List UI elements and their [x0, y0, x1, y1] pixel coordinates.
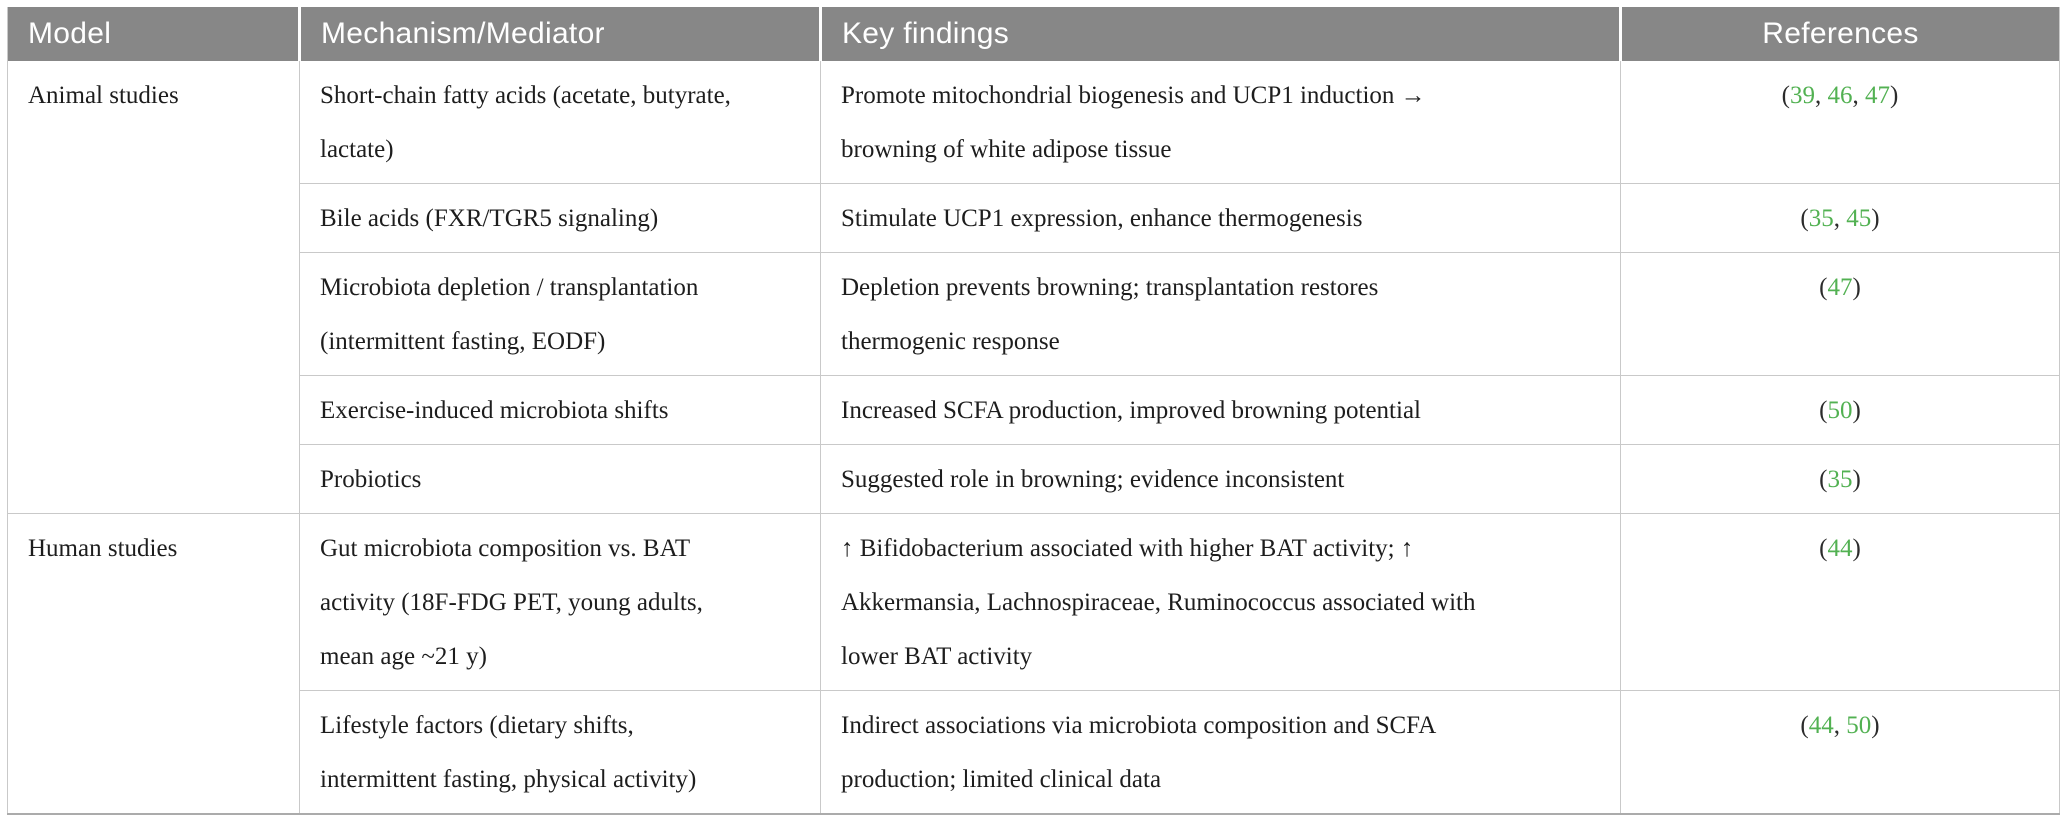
table-header: Model Mechanism/Mediator Key findings Re…: [7, 7, 2060, 61]
table-row: Animal studies Short-chain fatty acids (…: [7, 61, 2060, 514]
reference-punctuation: (: [1781, 82, 1790, 109]
mechanism-cell: Bile acids (FXR/TGR5 signaling): [299, 183, 821, 253]
reference-citation-link[interactable]: 35: [1808, 205, 1834, 232]
reference-punctuation: ): [1852, 535, 1861, 562]
reference-punctuation: ): [1852, 274, 1861, 301]
header-row: Model Mechanism/Mediator Key findings Re…: [7, 7, 2060, 61]
reference-citation-link[interactable]: 44: [1827, 535, 1853, 562]
study-summary-table-container: Model Mechanism/Mediator Key findings Re…: [7, 7, 2060, 815]
findings-cell: Promote mitochondrial biogenesis and UCP…: [820, 61, 1621, 184]
table-row: Microbiota depletion / transplantation (…: [8, 252, 2060, 376]
reference-citation-link[interactable]: 47: [1827, 274, 1853, 301]
table-row: Lifestyle factors (dietary shifts, inter…: [8, 690, 2060, 815]
reference-punctuation: ): [1890, 82, 1899, 109]
reference-punctuation: ): [1852, 466, 1861, 493]
column-header-model: Model: [7, 7, 300, 61]
reference-citation-link[interactable]: 50: [1827, 397, 1853, 424]
reference-punctuation: ): [1852, 397, 1861, 424]
findings-cell: Suggested role in browning; evidence inc…: [820, 444, 1621, 514]
reference-punctuation: (: [1819, 535, 1828, 562]
reference-punctuation: ,: [1833, 205, 1847, 232]
reference-punctuation: (: [1819, 397, 1828, 424]
reference-citation-link[interactable]: 47: [1865, 82, 1890, 109]
reference-citation-link[interactable]: 35: [1827, 466, 1853, 493]
references-cell: (47): [1620, 252, 2060, 376]
reference-punctuation: (: [1819, 466, 1828, 493]
table-row: Probiotics Suggested role in browning; e…: [8, 444, 2060, 514]
mechanism-cell: Exercise-induced microbiota shifts: [299, 375, 821, 445]
reference-citation-link[interactable]: 45: [1846, 205, 1872, 232]
microbiota-browning-table: Model Mechanism/Mediator Key findings Re…: [7, 7, 2060, 815]
reference-punctuation: ,: [1833, 712, 1847, 739]
table-row: Human studies Gut microbiota composition…: [7, 513, 2060, 815]
mechanism-cell: Probiotics: [299, 444, 821, 514]
column-header-key-findings: Key findings: [819, 7, 1621, 61]
mechanism-cell: Microbiota depletion / transplantation (…: [299, 252, 821, 376]
reference-punctuation: ,: [1852, 82, 1865, 109]
mechanism-cell: Gut microbiota composition vs. BAT activ…: [299, 513, 821, 691]
reference-punctuation: ): [1871, 712, 1880, 739]
findings-cell: Stimulate UCP1 expression, enhance therm…: [820, 183, 1621, 253]
reference-citation-link[interactable]: 50: [1846, 712, 1872, 739]
mechanism-cell: Short-chain fatty acids (acetate, butyra…: [299, 61, 821, 184]
reference-punctuation: (: [1800, 205, 1809, 232]
findings-cell: Indirect associations via microbiota com…: [820, 690, 1621, 815]
reference-punctuation: ): [1871, 205, 1880, 232]
reference-punctuation: (: [1819, 274, 1828, 301]
model-group-human-studies: Human studies: [7, 513, 300, 815]
column-header-mechanism-mediator: Mechanism/Mediator: [298, 7, 821, 61]
reference-citation-link[interactable]: 46: [1827, 82, 1853, 109]
references-cell: (35): [1620, 444, 2060, 514]
references-cell: (50): [1620, 375, 2060, 445]
reference-punctuation: (: [1800, 712, 1809, 739]
findings-cell: ↑ Bifidobacterium associated with higher…: [820, 513, 1621, 691]
references-cell: (44, 50): [1620, 690, 2060, 815]
table-row: Exercise-induced microbiota shifts Incre…: [8, 375, 2060, 445]
column-header-references: References: [1619, 7, 2060, 61]
references-cell: (39, 46, 47): [1620, 61, 2060, 184]
table-body: Animal studies Short-chain fatty acids (…: [7, 61, 2060, 815]
findings-cell: Depletion prevents browning; transplanta…: [820, 252, 1621, 376]
model-group-animal-studies: Animal studies: [7, 61, 300, 514]
reference-punctuation: ,: [1815, 82, 1828, 109]
references-cell: (35, 45): [1620, 183, 2060, 253]
reference-citation-link[interactable]: 44: [1808, 712, 1834, 739]
mechanism-cell: Lifestyle factors (dietary shifts, inter…: [299, 690, 821, 815]
findings-cell: Increased SCFA production, improved brow…: [820, 375, 1621, 445]
references-cell: (44): [1620, 513, 2060, 691]
reference-citation-link[interactable]: 39: [1790, 82, 1815, 109]
table-row: Bile acids (FXR/TGR5 signaling) Stimulat…: [8, 183, 2060, 253]
